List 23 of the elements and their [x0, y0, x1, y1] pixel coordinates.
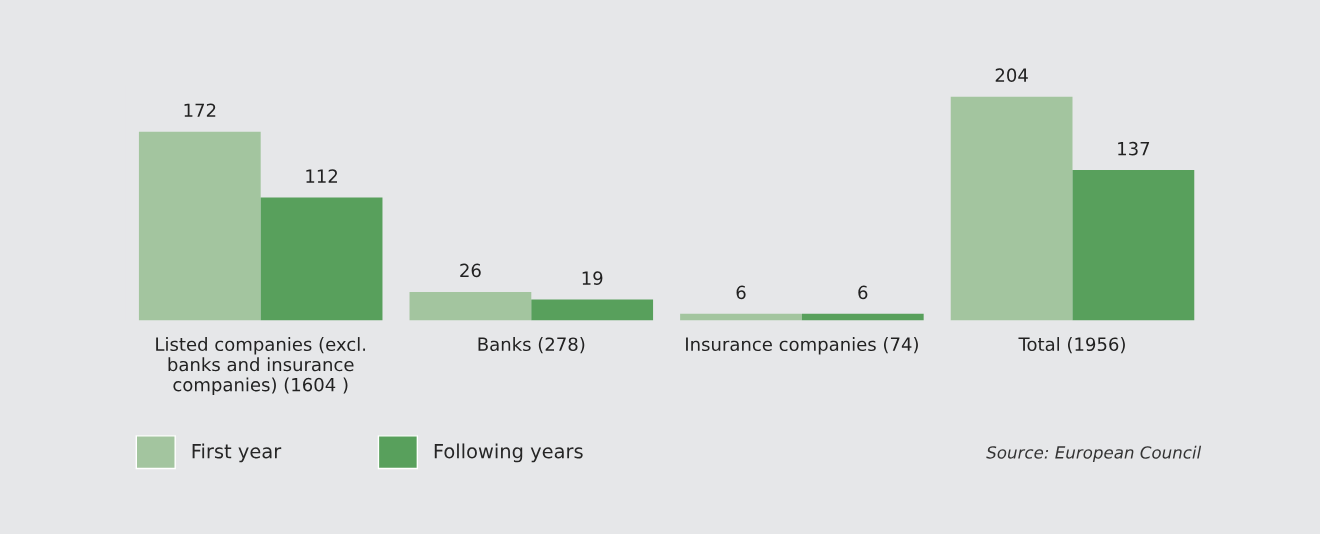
bar [531, 299, 654, 321]
bar [138, 131, 261, 321]
data-label: 172 [184, 103, 216, 117]
bar [409, 291, 532, 321]
x-tick-label: Insurance companies (74) [686, 337, 918, 355]
bar [260, 197, 383, 321]
data-label: 6 [736, 285, 746, 300]
data-label: 112 [306, 169, 338, 183]
data-label: 26 [460, 263, 481, 278]
data-label: 137 [1118, 141, 1150, 156]
data-label: 204 [995, 68, 1028, 83]
legend-label: Following years [434, 443, 583, 463]
legend-label: First year [192, 443, 282, 463]
x-tick-label: Total (1956) [1018, 337, 1125, 354]
data-label: 19 [582, 271, 603, 285]
x-tick-label: Listed companies (excl. banks and insurance companies) (1604 ) [156, 337, 366, 395]
bar [801, 313, 924, 321]
x-tick-label: Banks (278) [478, 337, 585, 354]
data-label: 6 [858, 285, 868, 300]
bar [680, 313, 802, 321]
source-note: Source: European Council [986, 445, 1202, 462]
bar [950, 96, 1073, 321]
bar [1072, 170, 1195, 321]
